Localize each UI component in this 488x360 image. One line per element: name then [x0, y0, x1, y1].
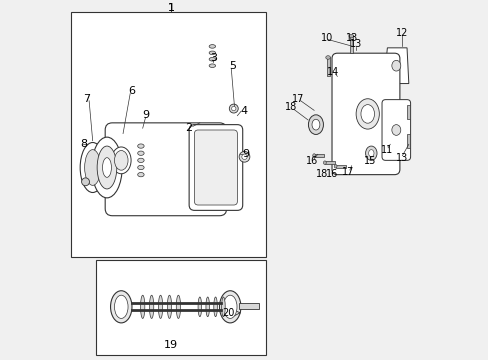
Text: 6: 6 — [128, 86, 135, 96]
Bar — [239, 303, 258, 309]
Ellipse shape — [138, 158, 144, 162]
Text: 13: 13 — [346, 33, 358, 43]
Text: 15: 15 — [363, 157, 376, 166]
Text: 1: 1 — [167, 3, 174, 13]
Ellipse shape — [391, 60, 400, 71]
Ellipse shape — [219, 291, 241, 323]
Text: 7: 7 — [83, 94, 90, 104]
Text: 5: 5 — [229, 62, 236, 71]
Ellipse shape — [176, 295, 180, 319]
Ellipse shape — [149, 295, 153, 319]
Ellipse shape — [205, 297, 209, 317]
FancyBboxPatch shape — [189, 125, 242, 210]
Ellipse shape — [213, 297, 217, 317]
Ellipse shape — [348, 34, 353, 38]
Ellipse shape — [368, 150, 373, 157]
Bar — [406, 134, 409, 148]
Text: 3: 3 — [210, 53, 217, 63]
Text: 13: 13 — [349, 39, 361, 49]
Ellipse shape — [92, 137, 122, 198]
Ellipse shape — [209, 64, 215, 67]
Text: 17: 17 — [291, 94, 304, 104]
FancyBboxPatch shape — [194, 130, 237, 205]
Ellipse shape — [80, 143, 105, 193]
Bar — [313, 154, 324, 157]
Ellipse shape — [221, 297, 225, 317]
Text: 18: 18 — [284, 103, 296, 112]
Ellipse shape — [209, 51, 215, 55]
Ellipse shape — [198, 297, 201, 317]
Ellipse shape — [140, 295, 144, 319]
Text: 8: 8 — [80, 139, 87, 149]
Ellipse shape — [355, 99, 379, 129]
Ellipse shape — [138, 151, 144, 156]
Text: 20: 20 — [222, 308, 234, 318]
Text: 16: 16 — [305, 156, 318, 166]
Ellipse shape — [311, 119, 319, 130]
Ellipse shape — [138, 144, 144, 148]
Text: 2: 2 — [185, 123, 192, 133]
FancyBboxPatch shape — [331, 53, 399, 175]
Polygon shape — [383, 48, 408, 84]
Ellipse shape — [365, 146, 376, 160]
FancyBboxPatch shape — [105, 123, 226, 216]
Ellipse shape — [312, 154, 315, 157]
Bar — [406, 105, 409, 119]
Text: 13: 13 — [395, 153, 407, 163]
Text: 17: 17 — [341, 167, 353, 177]
Text: 19: 19 — [164, 340, 178, 350]
Text: 9: 9 — [142, 110, 149, 120]
Text: 14: 14 — [326, 67, 339, 77]
FancyBboxPatch shape — [381, 100, 410, 160]
Ellipse shape — [308, 115, 323, 135]
Ellipse shape — [102, 158, 111, 177]
Ellipse shape — [81, 178, 89, 186]
Text: 10: 10 — [320, 33, 332, 43]
Ellipse shape — [138, 165, 144, 170]
Text: 16: 16 — [325, 168, 337, 179]
Bar — [349, 35, 352, 53]
Ellipse shape — [242, 154, 246, 159]
Ellipse shape — [239, 152, 249, 162]
Bar — [326, 57, 329, 76]
Ellipse shape — [223, 295, 237, 319]
Bar — [324, 161, 334, 164]
Text: 12: 12 — [395, 28, 407, 38]
Bar — [335, 165, 345, 167]
Ellipse shape — [114, 295, 128, 319]
Ellipse shape — [391, 125, 400, 135]
Text: 11: 11 — [381, 145, 393, 155]
Text: 1: 1 — [167, 3, 174, 13]
Text: 18: 18 — [316, 168, 328, 179]
Ellipse shape — [158, 295, 163, 319]
Ellipse shape — [229, 104, 238, 113]
Ellipse shape — [323, 161, 325, 165]
Ellipse shape — [114, 150, 128, 170]
Ellipse shape — [209, 45, 215, 48]
Ellipse shape — [360, 105, 374, 123]
Ellipse shape — [325, 56, 330, 59]
Ellipse shape — [111, 147, 131, 174]
Text: 9: 9 — [242, 149, 249, 159]
Ellipse shape — [110, 291, 132, 323]
Ellipse shape — [138, 172, 144, 177]
Bar — [96, 260, 265, 355]
Ellipse shape — [97, 146, 117, 189]
Ellipse shape — [333, 165, 336, 168]
Text: 4: 4 — [240, 107, 247, 116]
Ellipse shape — [167, 295, 171, 319]
Ellipse shape — [209, 58, 215, 61]
Ellipse shape — [231, 107, 235, 111]
Ellipse shape — [84, 150, 101, 185]
Bar — [71, 12, 265, 257]
